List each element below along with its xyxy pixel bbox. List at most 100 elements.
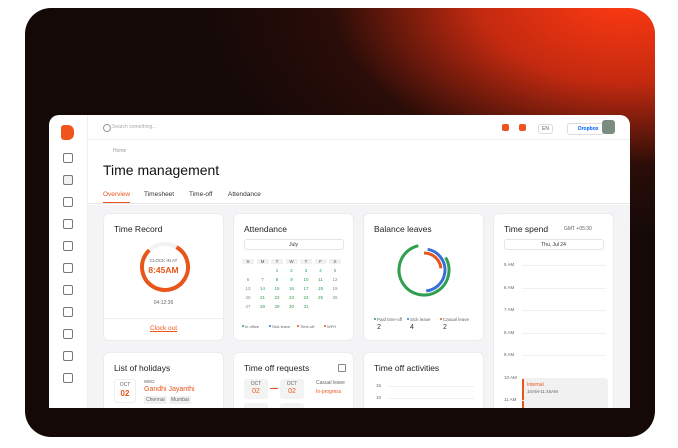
clock-out-button[interactable]: Clock out	[149, 325, 178, 332]
tab[interactable]: Overview	[103, 191, 131, 203]
calendar-day[interactable]: 16	[288, 286, 294, 291]
calendar-day[interactable]: 24	[303, 295, 309, 300]
calendar-day[interactable]: 30	[288, 304, 294, 309]
calendar-day[interactable]: 23	[288, 295, 294, 300]
calendar-day[interactable]: 28	[259, 304, 265, 309]
calendar-day[interactable]: 10	[303, 277, 309, 282]
grid-line	[388, 398, 474, 399]
nav-icon[interactable]	[63, 219, 73, 229]
attendance-card: Attendance July In office Sick leave Time-…	[233, 213, 354, 341]
legend-dot	[374, 318, 376, 320]
nav-icon[interactable]	[63, 263, 73, 273]
nav-icon[interactable]	[63, 329, 73, 339]
calendar-day[interactable]: 1	[275, 268, 279, 273]
legend-item: WFH	[327, 324, 337, 329]
month-nav[interactable]	[244, 239, 344, 250]
y-tick-label: 15	[376, 383, 382, 388]
language-select[interactable]: EN	[538, 124, 553, 134]
timezone[interactable]: GMT +05:30	[564, 226, 592, 232]
hour-label: 7 AM	[504, 307, 515, 312]
calendar-day[interactable]: 29	[274, 304, 280, 309]
nav-icon[interactable]	[63, 175, 73, 185]
clock-time: 8:45AM	[148, 265, 179, 275]
calendar-day[interactable]: 14	[259, 286, 265, 291]
divider	[104, 318, 223, 319]
hour-line	[522, 287, 606, 289]
event[interactable]	[522, 379, 608, 408]
date-badge	[114, 379, 136, 403]
card-title: Balance leaves	[374, 224, 432, 234]
company-select[interactable]: Dropbox	[567, 123, 604, 135]
tab[interactable]: Attendance	[228, 191, 261, 198]
calendar-day[interactable]: 4	[319, 268, 322, 273]
card-title: Time off activities	[374, 363, 440, 373]
tab[interactable]: Timesheet	[144, 191, 175, 198]
logo	[61, 125, 74, 140]
legend-dot	[440, 318, 442, 320]
calendar-day[interactable]: 22	[274, 295, 280, 300]
avatar[interactable]	[602, 120, 615, 134]
elapsed: 04:12:36	[153, 300, 174, 306]
from-day: 02	[252, 388, 260, 395]
to-month: OCT	[286, 381, 298, 387]
calendar-day[interactable]: 27	[245, 304, 251, 309]
calendar-day[interactable]: 31	[303, 304, 309, 309]
search-icon	[103, 124, 111, 132]
calendar-day[interactable]: 11	[318, 277, 323, 282]
breadcrumb[interactable]: Home	[113, 148, 127, 154]
calendar-day[interactable]: 18	[317, 286, 323, 291]
legend-item: In office	[245, 324, 259, 329]
nav-icon[interactable]	[63, 373, 73, 383]
calendar-day[interactable]: 2	[290, 268, 293, 273]
calendar-day[interactable]: 20	[245, 295, 251, 300]
image-icon[interactable]	[338, 364, 346, 372]
legend-dot	[324, 325, 326, 327]
time-off-activities-card: Time off activities 15 10	[363, 352, 484, 408]
calendar-day[interactable]: 15	[274, 286, 280, 291]
page-title: Time management	[103, 162, 220, 178]
nav-icon[interactable]	[63, 285, 73, 295]
legend-item: Sick leave	[272, 324, 291, 329]
y-tick-label: 10	[376, 395, 382, 400]
date: Thu, Jul 24	[541, 242, 566, 248]
tabs: Overview Timesheet Time-off Attendance	[103, 191, 623, 205]
calendar-day[interactable]: 17	[303, 286, 309, 291]
weekday: F	[314, 259, 327, 264]
hour-line	[522, 265, 606, 266]
calendar-day[interactable]: 8	[275, 277, 279, 282]
calendar-day[interactable]: 26	[332, 295, 338, 300]
calendar-day[interactable]: 25	[317, 295, 323, 300]
search-input[interactable]: Search something...	[112, 124, 157, 130]
calendar-day[interactable]: 6	[246, 277, 250, 282]
legend-dot	[297, 325, 299, 327]
nav-icon[interactable]	[63, 351, 73, 361]
hour-label: 9 AM	[504, 352, 515, 357]
alert-icon[interactable]	[519, 124, 526, 131]
calendar-day[interactable]: 21	[259, 295, 265, 300]
calendar-day[interactable]: 7	[261, 277, 264, 282]
card-title: Time Record	[114, 224, 163, 234]
nav-icon[interactable]	[63, 241, 73, 251]
hour-label: 10 AM	[504, 374, 517, 380]
app-window: Search something... EN Dropbox Home Time…	[49, 115, 630, 408]
nav-icon[interactable]	[63, 197, 73, 207]
weekday: S	[242, 259, 254, 264]
calendar-day[interactable]: 3	[304, 268, 308, 273]
date-nav[interactable]	[504, 239, 604, 250]
nav-icon[interactable]	[63, 153, 73, 163]
calendar-day[interactable]: 19	[332, 286, 338, 291]
calendar-day[interactable]: 5	[333, 268, 337, 273]
legend-dot	[407, 318, 409, 320]
notification-icon[interactable]	[502, 124, 509, 131]
calendar-day[interactable]: 9	[290, 277, 293, 282]
nav-icon[interactable]	[63, 307, 73, 317]
clock-label: CLOCK IN AT	[149, 258, 178, 263]
leave-count: 4	[410, 324, 414, 331]
date-badge	[244, 403, 268, 408]
calendar-day[interactable]: 12	[332, 277, 338, 282]
tab[interactable]: Time-off	[189, 191, 213, 198]
legend-dot	[269, 325, 271, 327]
calendar-day[interactable]: 13	[245, 286, 251, 291]
month: July	[289, 242, 298, 248]
holiday-month: OCT	[119, 382, 131, 388]
